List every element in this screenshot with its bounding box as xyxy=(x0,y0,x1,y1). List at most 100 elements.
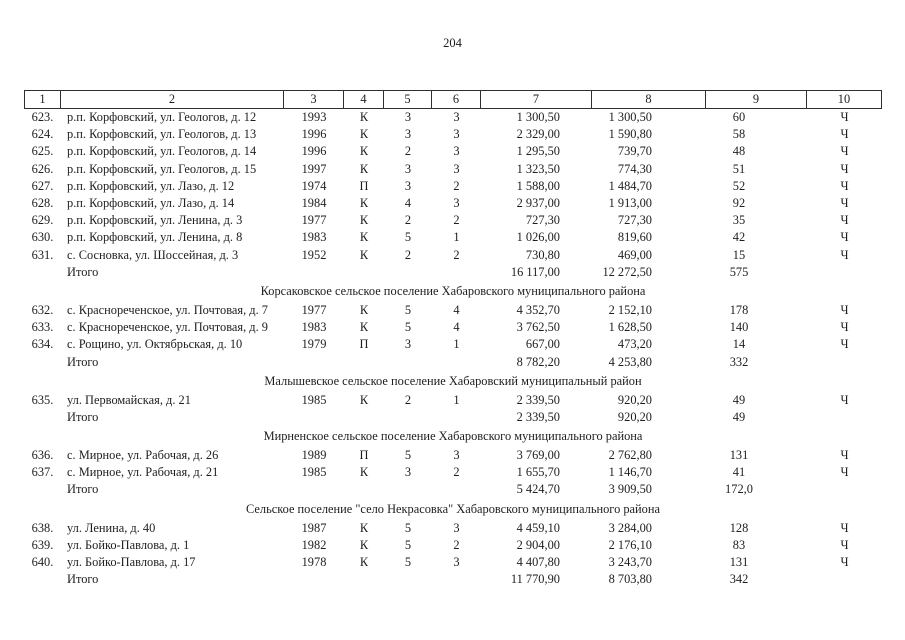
cell-col2: ул. Ленина, д. 40 xyxy=(67,520,156,535)
cell-col1: 637. xyxy=(31,465,54,480)
cell-col8: 1 146,70 xyxy=(608,465,652,480)
header-cell-col6: 6 xyxy=(432,90,481,109)
cell-col8: 2 762,80 xyxy=(608,448,652,463)
cell-col5: 3 xyxy=(404,465,412,480)
cell-col5: 5 xyxy=(404,448,412,463)
total-cell-col8: 8 703,80 xyxy=(608,572,652,587)
cell-col7: 2 937,00 xyxy=(516,196,560,211)
total-cell-col4 xyxy=(344,353,384,370)
header-cell-col2: 2 xyxy=(61,90,284,109)
cell-col2: р.п. Корфовский, ул. Ленина, д. 3 xyxy=(67,213,243,228)
cell-col1: 629. xyxy=(31,213,54,228)
cell-col6: 1 xyxy=(453,337,460,352)
cell-col8: 469,00 xyxy=(617,247,652,262)
cell-col8: 739,70 xyxy=(617,144,652,159)
cell-col3: 1978 xyxy=(301,555,327,570)
cell-col8: 3 243,70 xyxy=(608,555,652,570)
cell-col6: 3 xyxy=(453,110,460,125)
cell-col8: 727,30 xyxy=(617,213,652,228)
cell-col1: 631. xyxy=(31,247,54,262)
cell-col9: 42 xyxy=(732,230,746,245)
cell-col9: 83 xyxy=(732,537,746,552)
cell-col4: К xyxy=(359,110,369,125)
total-cell-col6 xyxy=(432,353,481,370)
cell-col8: 774,30 xyxy=(617,161,652,176)
cell-col3: 1989 xyxy=(301,448,327,463)
cell-col6: 3 xyxy=(453,161,460,176)
cell-col9: 51 xyxy=(732,161,746,176)
cell-col2: с. Мирное, ул. Рабочая, д. 26 xyxy=(67,448,219,463)
cell-col4: П xyxy=(359,448,369,463)
header-cell-col9: 9 xyxy=(706,90,807,109)
total-cell-col3 xyxy=(284,353,344,370)
cell-col3: 1984 xyxy=(301,196,327,211)
cell-col9: 128 xyxy=(729,520,749,535)
total-cell-col1 xyxy=(24,571,61,588)
cell-col6: 1 xyxy=(453,230,460,245)
section-heading: Сельское поселение "село Некрасовка" Хаб… xyxy=(245,501,661,516)
cell-col10: Ч xyxy=(840,448,849,463)
cell-col5: 2 xyxy=(404,392,412,407)
page-number: 204 xyxy=(443,36,462,50)
cell-col8: 1 628,50 xyxy=(608,320,652,335)
header-cell-col3: 3 xyxy=(284,90,344,109)
total-cell-col6 xyxy=(432,571,481,588)
total-cell-col6 xyxy=(432,409,481,426)
total-cell-col5 xyxy=(384,481,432,498)
housing-table: 1 2 3 4 5 6 7 8 9 10 623. р.п. Корфовский, ул. Геол… xyxy=(24,90,882,588)
total-cell-col4 xyxy=(344,481,384,498)
total-cell-col3 xyxy=(284,571,344,588)
cell-col6: 2 xyxy=(453,178,460,193)
cell-col8: 1 484,70 xyxy=(608,178,652,193)
cell-col3: 1996 xyxy=(301,127,327,142)
cell-col10: Ч xyxy=(840,555,849,570)
cell-col1: 625. xyxy=(31,144,54,159)
cell-col2: с. Мирное, ул. Рабочая, д. 21 xyxy=(67,465,219,480)
cell-col6: 3 xyxy=(453,127,460,142)
total-cell-col7: 8 782,20 xyxy=(516,354,560,369)
cell-col9: 131 xyxy=(729,448,749,463)
cell-col8: 1 300,50 xyxy=(608,110,652,125)
cell-col1: 639. xyxy=(31,537,54,552)
total-cell-col10 xyxy=(807,409,882,426)
cell-col2: р.п. Корфовский, ул. Ленина, д. 8 xyxy=(67,230,243,245)
cell-col10: Ч xyxy=(840,520,849,535)
cell-col5: 5 xyxy=(404,537,412,552)
cell-col8: 1 590,80 xyxy=(608,127,652,142)
cell-col3: 1952 xyxy=(301,247,327,262)
cell-col6: 4 xyxy=(453,320,460,335)
cell-col9: 131 xyxy=(729,555,749,570)
total-cell-col9: 575 xyxy=(729,264,749,279)
cell-col2: с. Краснореченское, ул. Почтовая, д. 7 xyxy=(67,302,268,317)
cell-col2: р.п. Корфовский, ул. Лазо, д. 14 xyxy=(67,196,235,211)
cell-col2: р.п. Корфовский, ул. Геологов, д. 13 xyxy=(67,127,257,142)
cell-col4: К xyxy=(359,213,369,228)
cell-col5: 2 xyxy=(404,247,412,262)
total-cell-col10 xyxy=(807,353,882,370)
cell-col4: К xyxy=(359,144,369,159)
cell-col5: 3 xyxy=(404,127,412,142)
cell-col6: 3 xyxy=(453,144,460,159)
cell-col7: 667,00 xyxy=(525,337,560,352)
cell-col9: 58 xyxy=(732,127,746,142)
header-cell-col10: 10 xyxy=(807,90,882,109)
cell-col6: 2 xyxy=(453,213,460,228)
cell-col1: 635. xyxy=(31,392,54,407)
cell-col8: 920,20 xyxy=(617,392,652,407)
cell-col4: К xyxy=(359,247,369,262)
cell-col6: 3 xyxy=(453,448,460,463)
cell-col6: 2 xyxy=(453,537,460,552)
cell-col6: 1 xyxy=(453,392,460,407)
cell-col9: 60 xyxy=(732,110,746,125)
total-cell-col2: Итого xyxy=(67,264,99,279)
cell-col2: р.п. Корфовский, ул. Лазо, д. 12 xyxy=(67,178,235,193)
section-heading: Корсаковское сельское поселение Хабаровс… xyxy=(260,283,646,298)
total-cell-col4 xyxy=(344,409,384,426)
cell-col5: 4 xyxy=(404,196,412,211)
cell-col9: 52 xyxy=(732,178,746,193)
total-cell-col10 xyxy=(807,264,882,281)
cell-col5: 5 xyxy=(404,230,412,245)
cell-col8: 2 152,10 xyxy=(608,302,652,317)
cell-col7: 1 300,50 xyxy=(516,110,560,125)
cell-col3: 1993 xyxy=(301,110,327,125)
